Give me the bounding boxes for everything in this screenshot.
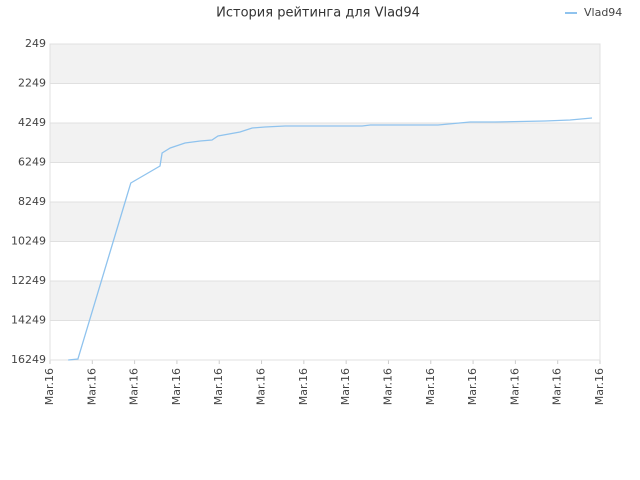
x-tick-label: Mar.16 [255, 368, 268, 405]
x-tick-label: Mar.16 [212, 368, 225, 405]
x-tick-label: Mar.16 [43, 368, 56, 405]
band [50, 281, 600, 321]
x-tick-label: Mar.16 [508, 368, 521, 405]
y-tick-label: 8249 [18, 195, 46, 208]
y-tick-label: 6249 [18, 156, 46, 169]
band [50, 202, 600, 242]
y-tick-label: 16249 [11, 353, 46, 366]
y-tick-label: 12249 [11, 274, 46, 287]
x-tick-label: Mar.16 [466, 368, 479, 405]
x-tick-label: Mar.16 [339, 368, 352, 405]
x-tick-label: Mar.16 [424, 368, 437, 405]
x-tick-label: Mar.16 [593, 368, 606, 405]
x-tick-label: Mar.16 [381, 368, 394, 405]
x-tick-label: Mar.16 [85, 368, 98, 405]
x-tick-label: Mar.16 [128, 368, 141, 405]
y-tick-label: 4249 [18, 116, 46, 129]
x-tick-label: Mar.16 [170, 368, 183, 405]
legend-label: Vlad94 [584, 6, 622, 19]
y-tick-label: 10249 [11, 235, 46, 248]
chart-title: История рейтинга для Vlad94 [216, 6, 420, 21]
y-tick-label: 249 [25, 37, 46, 50]
y-tick-label: 14249 [11, 314, 46, 327]
line [68, 117, 593, 361]
plot-border [49, 43, 601, 361]
y-tick-label: 2249 [18, 77, 46, 90]
x-tick-label: Mar.16 [297, 368, 310, 405]
band [50, 123, 600, 163]
band [50, 44, 600, 84]
x-tick-label: Mar.16 [551, 368, 564, 405]
